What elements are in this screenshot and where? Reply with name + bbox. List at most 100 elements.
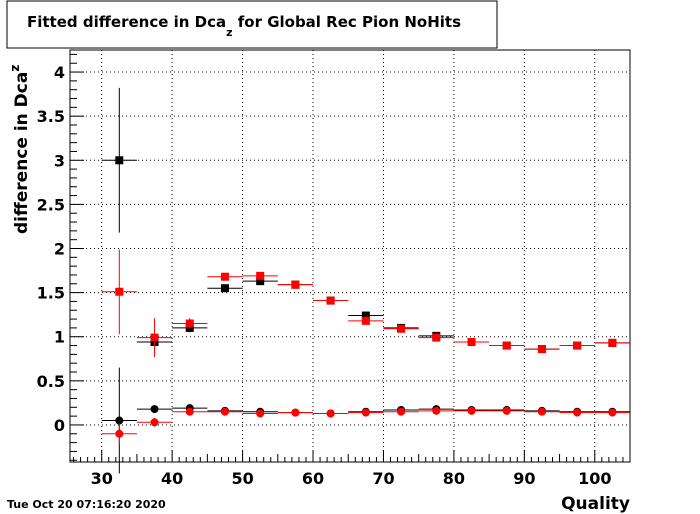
circle-marker xyxy=(467,406,476,415)
x-axis-title: Quality xyxy=(561,494,630,514)
y-axis-title-main: difference in Dca xyxy=(12,72,32,234)
data-point-red-square xyxy=(242,271,278,280)
square-marker xyxy=(361,316,370,325)
chart-title-subscript: z xyxy=(226,26,232,39)
x-tick-label: 40 xyxy=(161,469,183,488)
data-point-red-square xyxy=(136,318,173,358)
tick-labels: 30 40 50 60 70 80 90 100 0 0.5 1 1.5 2 2.5 3 3.5 4 xyxy=(37,63,612,488)
timestamp: Tue Oct 20 07:16:20 2020 xyxy=(7,498,166,511)
axis-ticks xyxy=(70,53,631,462)
square-marker xyxy=(256,277,265,286)
data-point-red-square xyxy=(172,318,208,329)
circle-marker xyxy=(537,407,546,416)
square-marker xyxy=(397,324,406,333)
data-point-black-square xyxy=(101,87,137,233)
circle-marker xyxy=(573,408,582,417)
data-point-black-circle xyxy=(136,405,173,414)
data-point-red-square xyxy=(489,341,525,350)
data-point-red-circle xyxy=(136,417,173,427)
square-marker xyxy=(291,280,300,289)
square-marker xyxy=(502,341,511,350)
square-marker xyxy=(220,272,229,281)
data-point-red-square xyxy=(101,249,137,335)
data-point-red-square xyxy=(207,272,243,281)
data-point-black-square xyxy=(242,277,278,286)
data-point-red-circle xyxy=(489,406,525,415)
data-point-black-circle xyxy=(101,367,137,474)
square-marker xyxy=(115,287,124,296)
data-point-red-circle xyxy=(172,407,208,416)
chart-title: Fitted difference in Dcaz for Global Rec… xyxy=(27,13,461,39)
circle-marker xyxy=(432,406,441,415)
circle-marker xyxy=(256,409,265,418)
square-marker xyxy=(150,333,159,342)
square-marker xyxy=(573,341,582,350)
data-point-red-circle xyxy=(242,409,278,418)
grid-lines xyxy=(70,50,630,462)
x-tick-label: 90 xyxy=(513,469,535,488)
y-tick-label: 3.5 xyxy=(37,107,65,126)
circle-marker xyxy=(185,407,194,416)
square-marker xyxy=(185,319,194,328)
circle-marker xyxy=(150,418,159,427)
square-marker xyxy=(115,156,124,165)
x-tick-label: 80 xyxy=(443,469,465,488)
data-point-red-square xyxy=(559,341,595,350)
circle-marker xyxy=(220,407,229,416)
data-point-red-square xyxy=(594,338,630,347)
y-tick-label: 1 xyxy=(54,328,65,347)
data-point-red-square xyxy=(383,324,419,333)
y-axis-title-subscript: z xyxy=(8,65,22,72)
data-point-red-circle xyxy=(559,408,595,417)
x-tick-label: 30 xyxy=(91,469,113,488)
square-marker xyxy=(537,345,546,354)
y-tick-label: 4 xyxy=(54,63,65,82)
chart-title-main: Fitted difference in Dca xyxy=(27,13,226,31)
data-point-red-square xyxy=(277,280,314,289)
y-tick-label: 0.5 xyxy=(37,372,65,391)
x-tick-label: 100 xyxy=(578,469,611,488)
square-marker xyxy=(467,338,476,347)
data-points xyxy=(101,87,630,474)
x-tick-label: 50 xyxy=(231,469,253,488)
y-axis-title: difference in Dcaz xyxy=(8,65,32,234)
square-marker xyxy=(326,296,335,305)
data-point-red-square xyxy=(348,316,384,325)
circle-marker xyxy=(326,409,335,418)
data-point-red-circle xyxy=(594,408,630,417)
square-marker xyxy=(220,284,229,293)
data-point-red-square xyxy=(524,345,560,354)
data-point-red-circle xyxy=(313,409,349,418)
x-tick-label: 70 xyxy=(372,469,394,488)
data-point-red-circle xyxy=(383,407,419,416)
data-point-red-square xyxy=(418,333,454,342)
circle-marker xyxy=(502,406,511,415)
circle-marker xyxy=(361,408,370,417)
data-point-red-square xyxy=(313,296,349,305)
square-marker xyxy=(432,333,441,342)
data-point-red-circle xyxy=(348,408,384,417)
square-marker xyxy=(256,271,265,280)
y-tick-label: 2.5 xyxy=(37,195,65,214)
plot-frame xyxy=(69,49,631,463)
data-point-red-circle xyxy=(207,407,243,416)
y-tick-label: 1.5 xyxy=(37,284,65,303)
square-marker xyxy=(361,311,370,320)
data-point-red-square xyxy=(453,338,490,347)
data-point-red-circle xyxy=(524,407,560,416)
data-point-black-square xyxy=(207,284,243,293)
data-point-red-circle xyxy=(101,423,137,445)
chart-title-suffix: for Global Rec Pion NoHits xyxy=(233,13,462,31)
circle-marker xyxy=(150,405,159,414)
y-tick-label: 0 xyxy=(54,416,65,435)
circle-marker xyxy=(397,407,406,416)
y-tick-label: 3 xyxy=(54,151,65,170)
y-tick-label: 2 xyxy=(54,240,65,259)
data-point-red-circle xyxy=(453,406,490,415)
x-tick-label: 60 xyxy=(302,469,324,488)
title-box xyxy=(6,0,498,49)
circle-marker xyxy=(115,429,124,438)
circle-marker xyxy=(115,416,124,425)
circle-marker xyxy=(291,408,300,417)
data-point-red-circle xyxy=(277,408,314,417)
